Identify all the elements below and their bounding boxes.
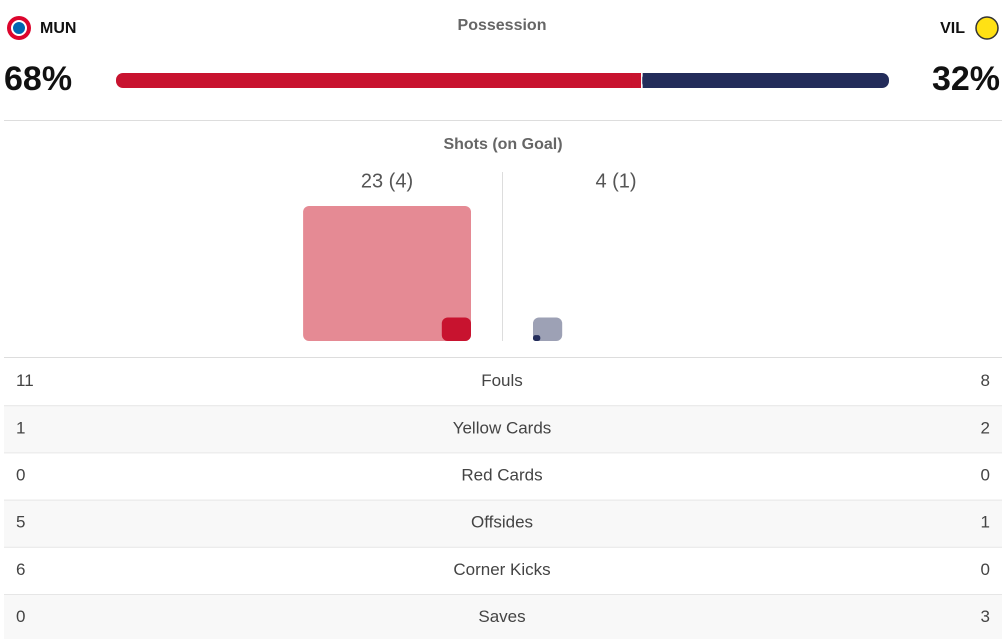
home-possession: 68% [4,60,72,98]
away-possession: 32% [932,60,1000,98]
home-logo-inner [11,20,27,36]
away-shots-bar [533,317,563,341]
stat-away: 1 [981,513,990,532]
possession-bar-away [642,73,653,88]
stat-label: Red Cards [461,465,542,484]
stat-away: 0 [981,465,990,484]
stat-label: Corner Kicks [453,560,550,579]
stat-home: 1 [16,418,25,437]
stat-home: 6 [16,560,25,579]
away-on-goal-bar [533,335,541,341]
home-shots-bar [303,205,471,341]
stat-home: 0 [16,465,25,484]
away-logo [975,16,999,40]
stat-label: Offsides [471,513,533,532]
stat-home: 11 [16,371,34,390]
stat-row [4,358,1002,406]
possession-bar-home [116,73,642,88]
stat-row [4,594,1002,639]
stat-row [4,499,1002,547]
shots-title: Shots (on Goal) [443,136,562,153]
stat-away: 2 [981,418,990,437]
stat-row [4,452,1002,500]
stat-home: 5 [16,513,25,532]
away-abbr: VIL [940,20,965,37]
stat-away: 3 [981,607,990,626]
home-shots-label: 23 (4) [361,170,413,192]
stat-label: Fouls [481,371,523,390]
stat-home: 0 [16,607,25,626]
possession-title: Possession [458,17,547,34]
stat-away: 8 [981,371,990,390]
stat-label: Yellow Cards [453,418,552,437]
possession-bar-away [641,73,889,88]
possession-bar-home [631,73,642,88]
away-shots-label: 4 (1) [595,170,636,192]
home-abbr: MUN [40,20,76,37]
stat-row [4,405,1002,453]
stat-row [4,546,1002,594]
stat-away: 0 [981,560,990,579]
stat-label: Saves [478,607,525,626]
home-on-goal-bar [441,317,471,341]
